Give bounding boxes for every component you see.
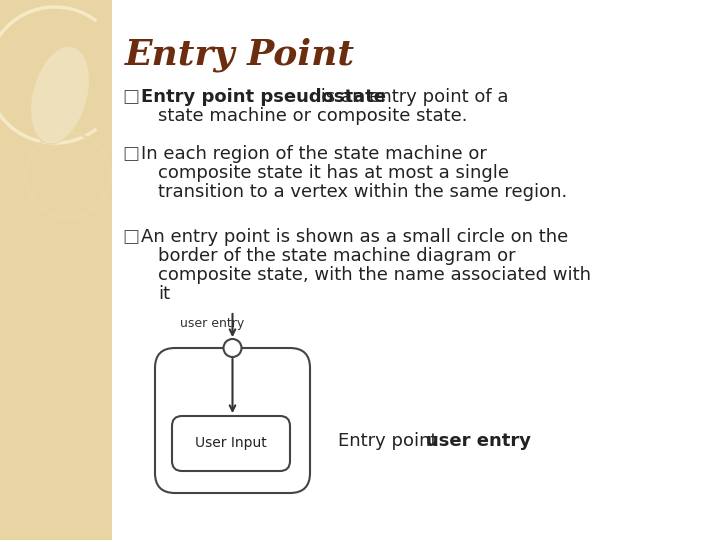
Text: Entry point pseudostate: Entry point pseudostate	[141, 88, 386, 106]
Text: state machine or composite state.: state machine or composite state.	[158, 107, 467, 125]
Text: user entry: user entry	[426, 431, 531, 449]
Text: it: it	[158, 285, 170, 303]
Text: composite state, with the name associated with: composite state, with the name associate…	[158, 266, 591, 284]
Text: □: □	[122, 88, 139, 106]
Text: Entry Point: Entry Point	[125, 38, 355, 72]
Text: transition to a vertex within the same region.: transition to a vertex within the same r…	[158, 183, 567, 201]
Text: composite state it has at most a single: composite state it has at most a single	[158, 164, 509, 182]
FancyBboxPatch shape	[155, 348, 310, 493]
Circle shape	[223, 339, 241, 357]
Text: In each region of the state machine or: In each region of the state machine or	[141, 145, 487, 163]
Text: border of the state machine diagram or: border of the state machine diagram or	[158, 247, 516, 265]
Bar	[0, 0, 112, 540]
Ellipse shape	[30, 46, 89, 144]
Text: Entry point: Entry point	[338, 431, 444, 449]
Text: User Input: User Input	[195, 436, 267, 450]
Text: user entry: user entry	[181, 317, 245, 330]
Text: □: □	[122, 228, 139, 246]
Text: is an entry point of a: is an entry point of a	[315, 88, 508, 106]
Text: □: □	[122, 145, 139, 163]
Text: An entry point is shown as a small circle on the: An entry point is shown as a small circl…	[141, 228, 568, 246]
FancyBboxPatch shape	[172, 416, 290, 471]
